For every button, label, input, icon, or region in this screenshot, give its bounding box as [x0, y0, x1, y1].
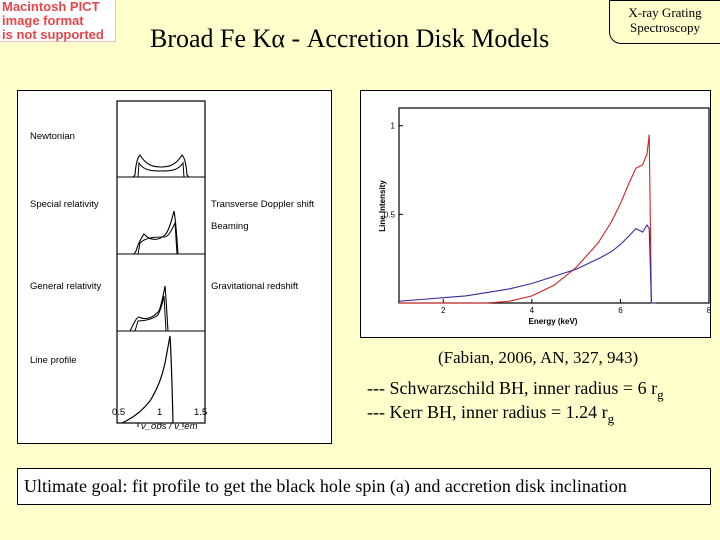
y-axis-label: Line Intensity	[378, 180, 387, 232]
x-tick-label: 1.5	[194, 407, 207, 418]
x-tick-label: 0.5	[112, 407, 125, 418]
course-badge-line-1: X-ray Grating	[628, 5, 702, 20]
panel-label-general-relativity: General relativity	[30, 281, 102, 292]
tick-group: 2 4 6 8 0.5 1	[384, 122, 712, 315]
pict-warning-line-1: Macintosh PICT	[2, 0, 100, 14]
effect-label-beaming: Beaming	[211, 221, 249, 232]
energy-chart-svg: 2 4 6 8 0.5 1 Energy (keV) Line Intensity	[378, 107, 712, 326]
line-profile-svg: Newtonian Special relativity General rel…	[30, 100, 314, 432]
special-relativity-profile-inner	[137, 221, 178, 255]
plot-frame	[398, 107, 710, 304]
series-group	[398, 134, 656, 304]
figure-citation: (Fabian, 2006, AN, 327, 943)	[438, 348, 639, 367]
x-tick-label: 2	[441, 306, 446, 315]
x-tick-label: 4	[530, 306, 535, 315]
y-tick-label: 1	[391, 122, 396, 131]
general-relativity-profile-inner	[134, 295, 167, 332]
y-tick-label: 0.5	[384, 210, 396, 219]
series-line-schwarzschild	[399, 134, 656, 304]
legend-subscript: g	[607, 411, 615, 426]
goal-statement: Ultimate goal: fit profile to get the bl…	[17, 468, 711, 505]
series-line-kerr	[398, 223, 656, 304]
newtonian-profile-inner	[137, 161, 185, 178]
general-relativity-profile	[129, 285, 169, 332]
line-profile-curve	[121, 335, 174, 424]
panel-label-special-relativity: Special relativity	[30, 199, 99, 210]
special-relativity-profile	[133, 210, 179, 255]
x-axis-label: ν_obs / ν_em	[141, 421, 198, 432]
pict-unsupported-placeholder: Macintosh PICT image format is not suppo…	[0, 0, 116, 42]
effect-label-transverse-doppler: Transverse Doppler shift	[211, 199, 314, 210]
legend-subscript: g	[657, 387, 664, 402]
panel-label-newtonian: Newtonian	[30, 131, 75, 142]
panel-label-line-profile: Line profile	[30, 355, 76, 366]
pict-warning-line-3: is not supported	[2, 27, 104, 42]
legend-kerr: --- Kerr BH, inner radius = 1.24 rg	[367, 402, 614, 427]
x-tick-label: 8	[707, 306, 712, 315]
slide-title: Broad Fe Kα - Accretion Disk Models	[150, 24, 550, 53]
kerr-schwarzschild-chart: 2 4 6 8 0.5 1 Energy (keV) Line Intensity	[360, 90, 712, 338]
x-tick-label: 6	[618, 306, 623, 315]
x-tick-label: 1	[157, 407, 162, 418]
legend-schwarzschild-text: --- Schwarzschild BH, inner radius = 6 r	[367, 378, 658, 398]
course-badge: X-ray Grating Spectroscopy	[609, 0, 720, 44]
course-badge-line-2: Spectroscopy	[629, 20, 701, 35]
effect-label-gravitational-redshift: Gravitational redshift	[211, 281, 298, 292]
newtonian-profile	[132, 154, 190, 178]
pict-warning-line-2: image format	[2, 13, 84, 28]
line-profile-figure: Newtonian Special relativity General rel…	[17, 90, 332, 444]
x-axis-label: Energy (keV)	[529, 317, 578, 326]
legend-kerr-text: --- Kerr BH, inner radius = 1.24 r	[367, 402, 608, 422]
panel-frame	[116, 100, 206, 424]
legend-schwarzschild: --- Schwarzschild BH, inner radius = 6 r…	[367, 378, 664, 403]
